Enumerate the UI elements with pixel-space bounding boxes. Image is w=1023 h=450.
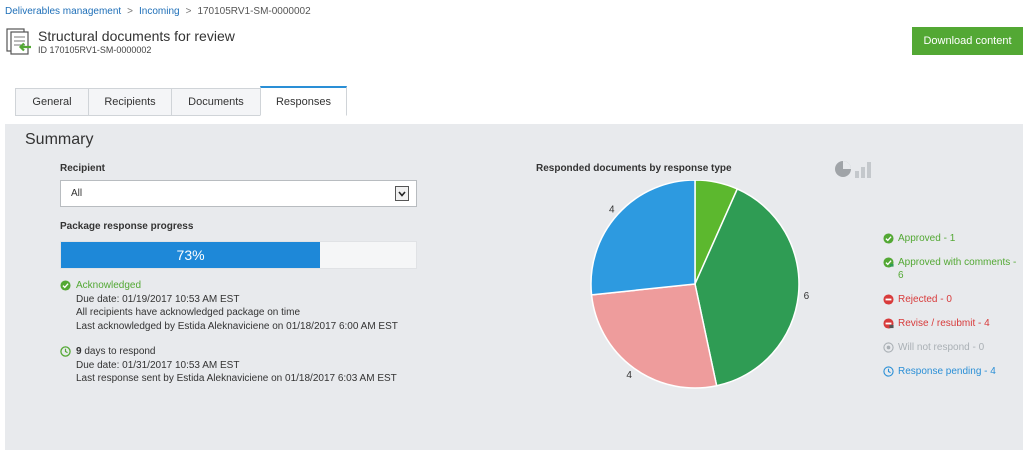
acknowledged-label: Acknowledged [76,280,142,291]
not-respond-icon [883,342,894,353]
recipient-select[interactable]: All [60,180,417,207]
chart-type-toggle[interactable] [834,159,874,179]
check-circle-icon [883,233,894,244]
acknowledged-due-date: Due date: 01/19/2017 10:53 AM EST [76,293,240,305]
legend-item-approved: Approved - 1 [883,232,1018,245]
legend-label: Will not respond - 0 [898,342,985,353]
summary-title: Summary [25,131,94,148]
tab-strip: General Recipients Documents Responses [5,67,1023,124]
content-area: General Recipients Documents Responses S… [5,67,1023,450]
legend-label: Response pending - 4 [898,366,996,377]
acknowledged-last: Last acknowledged by Estida Aleknavicien… [76,320,398,332]
tab-general[interactable]: General [15,88,88,116]
package-id: ID 170105RV1-SM-0000002 [38,45,152,55]
chart-title: Responded documents by response type [536,163,732,174]
days-count: 9 [76,346,82,357]
days-suffix: days to respond [81,346,156,357]
page-title: Structural documents for review [38,28,235,44]
legend-item-response-pending: Response pending - 4 [883,365,1018,378]
tab-responses[interactable]: Responses [260,86,347,116]
legend-item-approved-with-comments: Approved with comments - 6 [883,256,1018,282]
tab-documents[interactable]: Documents [171,88,260,116]
recipient-select-value: All [71,188,83,199]
pie-chart-icon[interactable] [835,161,851,177]
breadcrumb-deliverables-link[interactable]: Deliverables management [5,6,122,17]
legend-label: Revise / resubmit - 4 [898,318,990,329]
pie-slice-response-pending [590,180,696,296]
pie-data-label: 1 [716,180,722,181]
legend-item-revise-resubmit: Revise / resubmit - 4 [883,317,1018,330]
pie-slice-revise-resubmit [590,283,718,389]
bar-chart-icon[interactable] [855,162,871,178]
pie-data-label: 6 [804,291,810,302]
progress-label: Package response progress [60,221,194,232]
revise-icon [883,318,894,329]
legend-label: Rejected - 0 [898,294,952,305]
page-header: Structural documents for review ID 17010… [0,22,1023,67]
clock-icon [60,346,71,357]
tab-bar: General Recipients Documents Responses [15,86,347,118]
response-pie-chart: 1644 [590,180,810,389]
tab-recipients[interactable]: Recipients [88,88,171,116]
check-circle-icon [60,280,71,291]
clock-icon [883,366,894,377]
recipient-label: Recipient [60,163,106,174]
acknowledged-note: All recipients have acknowledged package… [76,307,301,318]
days-to-respond: 9 days to respond [76,345,397,359]
pie-data-label: 4 [626,370,632,381]
download-content-button[interactable]: Download content [912,27,1023,55]
breadcrumb-incoming-link[interactable]: Incoming [139,6,180,17]
progress-bar-fill: 73% [61,242,321,268]
incoming-document-icon [6,28,31,55]
legend-label: Approved - 1 [898,233,956,244]
pie-data-label: 4 [609,205,615,216]
pie-slice-approved-with-comments [694,188,800,387]
breadcrumb: Deliverables management > Incoming >170105R… [5,6,311,17]
check-comment-icon [883,257,894,268]
respond-due-date: Due date: 01/31/2017 10:53 AM EST [76,359,240,371]
legend-item-rejected: Rejected - 0 [883,293,1018,306]
legend-label: Approved with comments - 6 [898,257,1017,281]
minus-circle-icon [883,294,894,305]
progress-percent: 73% [176,247,205,263]
legend-item-will-not-respond: Will not respond - 0 [883,341,1018,354]
progress-bar: 73% [60,241,417,269]
chevron-down-icon[interactable] [395,186,409,201]
breadcrumb-separator: > [185,6,192,17]
breadcrumb-current: 170105RV1-SM-0000002 [197,6,311,17]
breadcrumb-separator: > [127,6,134,17]
respond-last: Last response sent by Estida Aleknavicie… [76,373,397,384]
